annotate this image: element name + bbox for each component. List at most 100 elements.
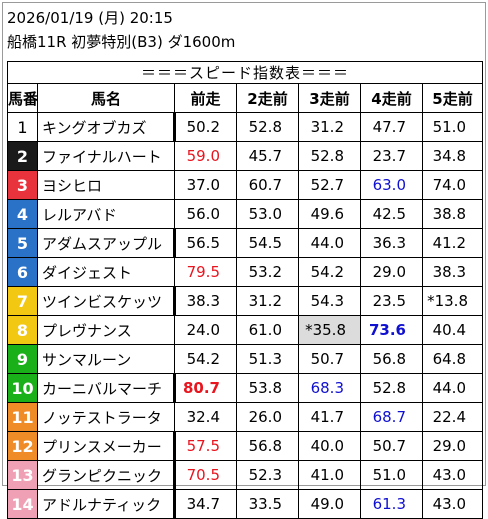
horse-number: 11 — [7, 402, 38, 432]
horse-name: レルアバド — [37, 199, 175, 229]
speed-index-value: 53.2 — [236, 257, 299, 287]
speed-index-value: 68.3 — [298, 373, 361, 403]
speed-index-value: 41.0 — [298, 460, 361, 490]
table-row: 10 カーニバルマーチ 80.7 53.8 68.3 52.8 44.0 — [7, 373, 483, 403]
horse-name: プリンスメーカー — [37, 431, 176, 461]
horse-name: キングオブカズ — [37, 112, 176, 142]
horse-number: 3 — [7, 170, 38, 200]
table-row: 5 アダムスアップル 56.5 54.5 44.0 36.3 41.2 — [7, 228, 483, 258]
horse-name: ヨシヒロ — [37, 170, 175, 200]
col-2-races-ago-header: 2走前 — [236, 83, 299, 113]
speed-index-value: 38.3 — [422, 257, 483, 287]
speed-index-value: 24.0 — [174, 315, 237, 345]
speed-index-value: 52.7 — [298, 170, 361, 200]
speed-index-value: 54.2 — [174, 344, 237, 374]
speed-index-value: 23.7 — [360, 141, 423, 171]
speed-index-value: 51.0 — [360, 460, 423, 490]
speed-index-value: 52.8 — [360, 373, 423, 403]
speed-index-value: 61.0 — [236, 315, 299, 345]
col-3-races-ago-header: 3走前 — [298, 83, 361, 113]
speed-index-value: 74.0 — [422, 170, 483, 200]
horse-name: アダムスアップル — [37, 228, 176, 258]
speed-index-value: 40.0 — [298, 431, 361, 461]
horse-number: 5 — [7, 228, 38, 258]
horse-name: カーニバルマーチ — [37, 373, 176, 403]
table-row: 2 ファイナルハート 59.0 45.7 52.8 23.7 34.8 — [7, 141, 483, 171]
table-row: 1 キングオブカズ 50.2 52.8 31.2 47.7 51.0 — [7, 112, 483, 142]
speed-index-value: 52.8 — [236, 112, 299, 142]
speed-index-value: 40.4 — [422, 315, 483, 345]
horse-number: 9 — [7, 344, 38, 374]
horse-number: 12 — [7, 431, 38, 461]
col-last-race-header: 前走 — [174, 83, 237, 113]
horse-name: アドルナティック — [37, 489, 176, 519]
speed-index-value: *13.8 — [422, 286, 483, 316]
speed-index-value: 56.8 — [360, 344, 423, 374]
speed-index-value: 50.2 — [174, 112, 237, 142]
race-info-label: 船橋11R 初夢特別(B3) ダ1600m — [7, 33, 236, 51]
table-row: 4 レルアバド 56.0 53.0 49.6 42.5 38.8 — [7, 199, 483, 229]
speed-index-value: 36.3 — [360, 228, 423, 258]
horse-name: ダイジェスト — [37, 257, 175, 287]
speed-index-value: 73.6 — [360, 315, 423, 345]
speed-index-value: 56.5 — [174, 228, 237, 258]
speed-index-value: 50.7 — [298, 344, 361, 374]
speed-index-value: 49.0 — [298, 489, 361, 519]
table-body: 1 キングオブカズ 50.2 52.8 31.2 47.7 51.0 2 ファイナルハート 59.… — [7, 112, 483, 519]
speed-index-value: 54.3 — [298, 286, 361, 316]
speed-index-value: 38.3 — [174, 286, 237, 316]
horse-name: ファイナルハート — [37, 141, 175, 171]
table-row: 6 ダイジェスト 79.5 53.2 54.2 29.0 38.3 — [7, 257, 483, 287]
speed-index-value: 26.0 — [236, 402, 299, 432]
speed-index-value: 57.5 — [174, 431, 237, 461]
horse-number: 4 — [7, 199, 38, 229]
speed-index-value: 29.0 — [360, 257, 423, 287]
speed-index-value: 38.8 — [422, 199, 483, 229]
speed-index-value: 79.5 — [174, 257, 237, 287]
table-row: 12 プリンスメーカー 57.5 56.8 40.0 50.7 29.0 — [7, 431, 483, 461]
horse-number: 2 — [7, 141, 38, 171]
table-row: 9 サンマルーン 54.2 51.3 50.7 56.8 64.8 — [7, 344, 483, 374]
speed-index-value: 50.7 — [360, 431, 423, 461]
speed-index-value: 49.6 — [298, 199, 361, 229]
horse-name: グランピクニック — [37, 460, 176, 490]
speed-index-value: 42.5 — [360, 199, 423, 229]
horse-name: サンマルーン — [37, 344, 175, 374]
speed-index-value: 51.3 — [236, 344, 299, 374]
speed-index-value: 52.3 — [236, 460, 299, 490]
speed-index-table: ＝＝＝スピード指数表＝＝＝ 馬番 馬名 前走 2走前 3走前 4走前 5走前 1 キングオブカ… — [7, 61, 483, 519]
speed-index-value: 56.8 — [236, 431, 299, 461]
speed-index-value: 47.7 — [360, 112, 423, 142]
horse-number: 1 — [7, 112, 38, 142]
speed-index-value: 37.0 — [174, 170, 237, 200]
speed-index-value: 54.5 — [236, 228, 299, 258]
speed-index-value: 53.8 — [236, 373, 299, 403]
horse-name: ノッテストラータ — [37, 402, 175, 432]
speed-index-value: 61.3 — [360, 489, 423, 519]
speed-index-value: 44.0 — [298, 228, 361, 258]
speed-index-value: 63.0 — [360, 170, 423, 200]
table-row: 13 グランピクニック 70.5 52.3 41.0 51.0 43.0 — [7, 460, 483, 490]
speed-index-value: 23.5 — [360, 286, 423, 316]
speed-index-value: 64.8 — [422, 344, 483, 374]
speed-index-value: 51.0 — [422, 112, 483, 142]
speed-index-value: 54.2 — [298, 257, 361, 287]
table-row: 11 ノッテストラータ 32.4 26.0 41.7 68.7 22.4 — [7, 402, 483, 432]
table-row: 7 ツインビスケッツ 38.3 31.2 54.3 23.5 *13.8 — [7, 286, 483, 316]
speed-index-value: 31.2 — [236, 286, 299, 316]
speed-index-value: 29.0 — [422, 431, 483, 461]
col-4-races-ago-header: 4走前 — [360, 83, 423, 113]
speed-index-value: 22.4 — [422, 402, 483, 432]
speed-index-value: 33.5 — [236, 489, 299, 519]
horse-number: 8 — [7, 315, 38, 345]
horse-number: 13 — [7, 460, 38, 490]
speed-index-value: 41.7 — [298, 402, 361, 432]
horse-name: プレヴナンス — [37, 315, 175, 345]
speed-index-value: 32.4 — [174, 402, 237, 432]
col-number-header: 馬番 — [7, 83, 38, 113]
speed-index-value: 43.0 — [422, 460, 483, 490]
column-header-row: 馬番 馬名 前走 2走前 3走前 4走前 5走前 — [7, 83, 483, 113]
horse-number: 6 — [7, 257, 38, 287]
table-title: ＝＝＝スピード指数表＝＝＝ — [7, 61, 483, 84]
